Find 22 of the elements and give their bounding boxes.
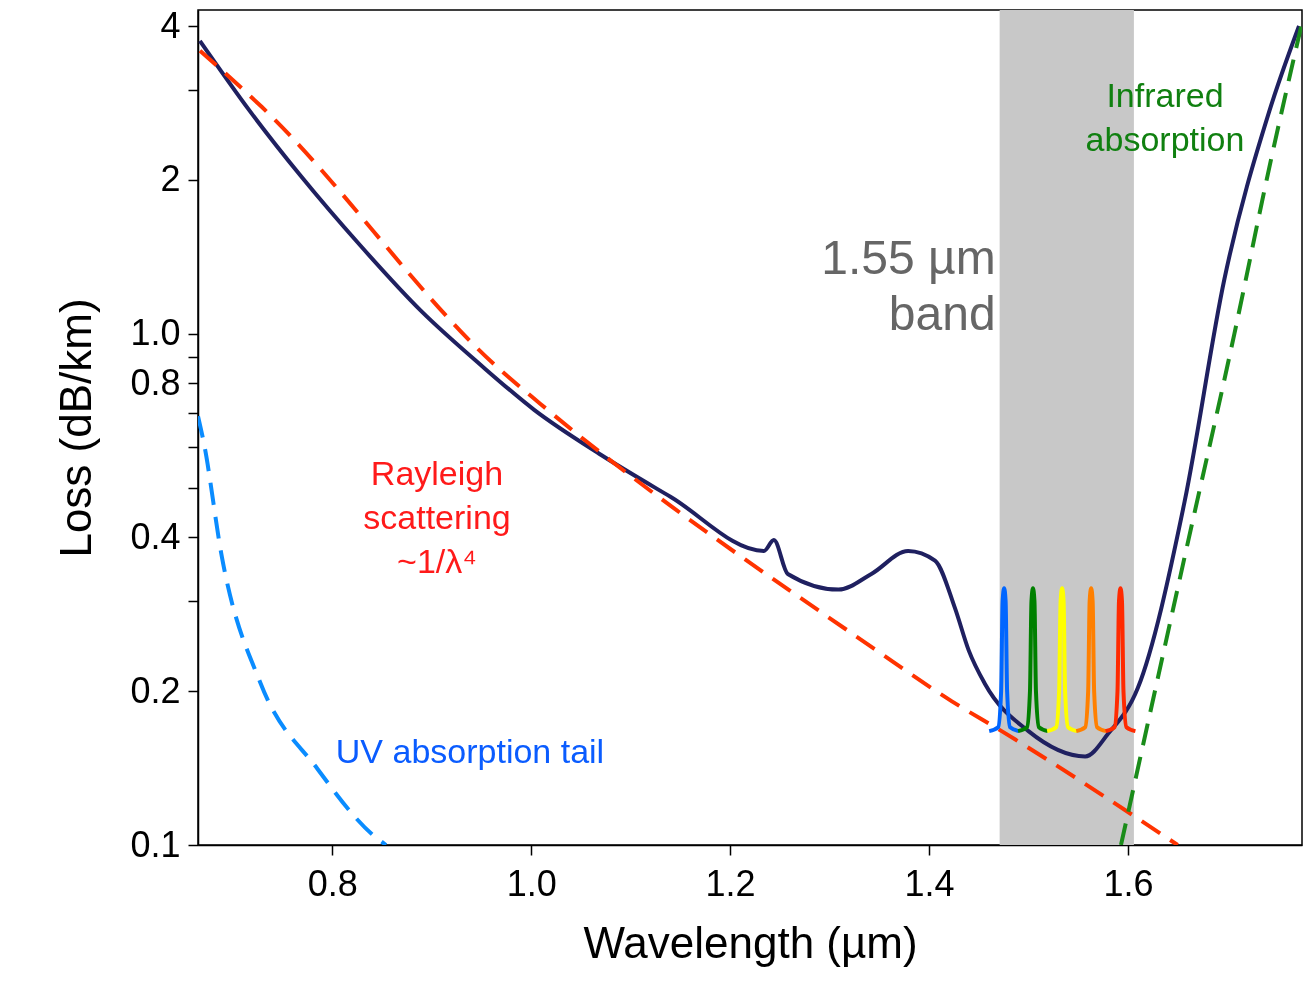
- annotation: Rayleigh scattering ~1/λ⁴: [363, 454, 511, 580]
- x-tick-label: 1.0: [506, 862, 557, 904]
- band-label: 1.55 µm band: [821, 231, 996, 340]
- y-axis-title: Loss (dB/km): [51, 298, 101, 558]
- y-tick-label: 0.2: [130, 669, 181, 711]
- y-tick-label: 0.1: [130, 823, 181, 865]
- line-series: [1074, 586, 1109, 734]
- line-series: [1045, 586, 1080, 734]
- y-tick-label: 4: [160, 4, 181, 46]
- annotation: Infrared absorption: [1085, 76, 1245, 158]
- y-tick-label: 0.4: [130, 515, 181, 557]
- y-tick-label: 2: [160, 158, 181, 200]
- x-tick-label: 1.2: [705, 862, 756, 904]
- annotation: UV absorption tail: [335, 732, 605, 770]
- y-tick-label: 1.0: [130, 312, 181, 354]
- x-tick-label: 1.4: [904, 862, 955, 904]
- x-tick-label: 1.6: [1103, 862, 1154, 904]
- line-series: [1016, 586, 1050, 734]
- y-tick-label: 0.8: [130, 361, 181, 403]
- x-tick-label: 0.8: [307, 862, 358, 904]
- x-axis-title: Wavelength (µm): [583, 917, 918, 967]
- line-series: [1103, 586, 1138, 734]
